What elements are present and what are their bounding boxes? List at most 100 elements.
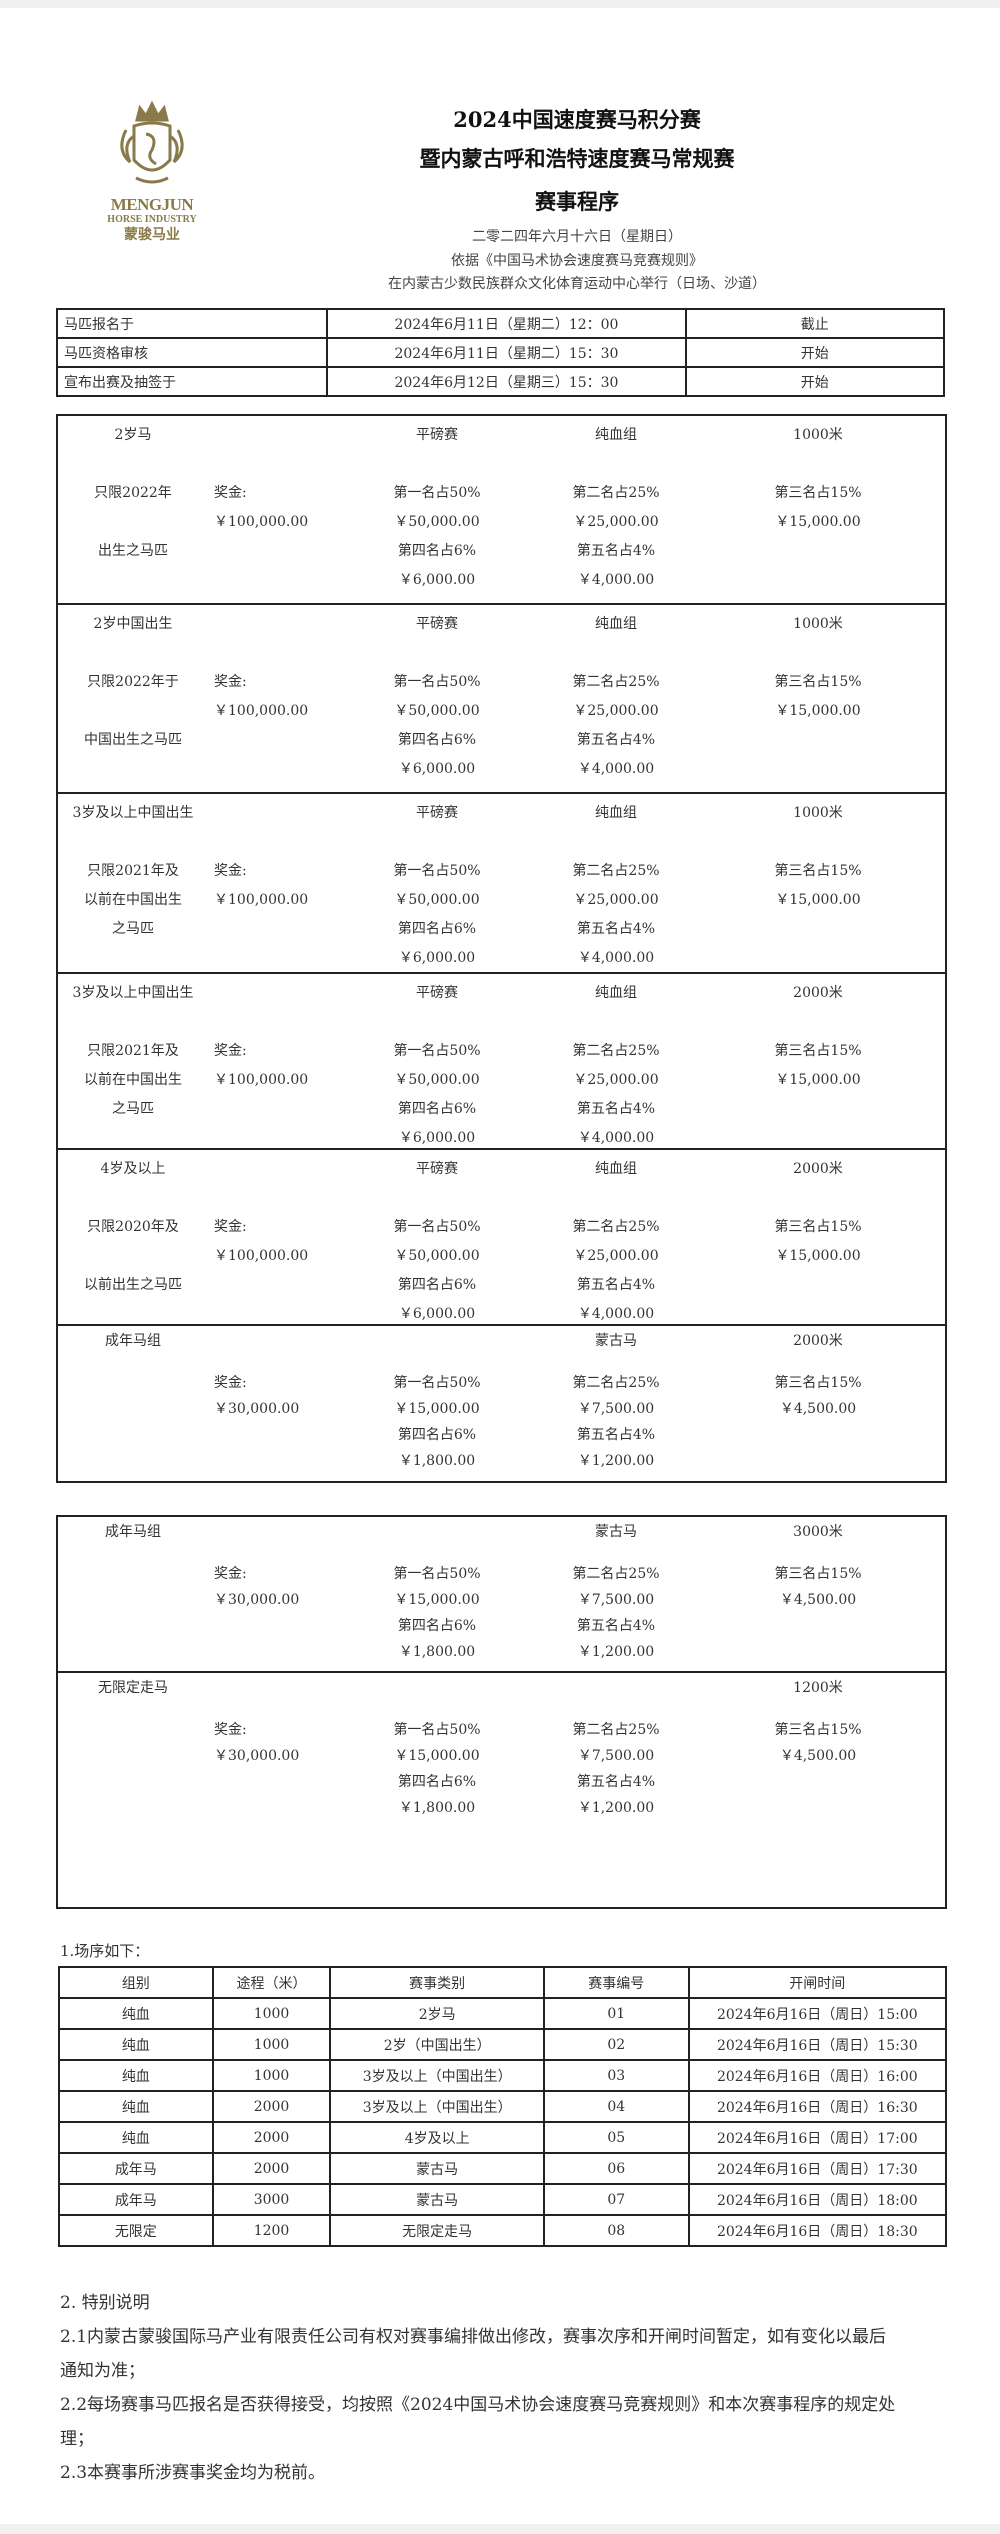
place-5-share: 第五名占4% bbox=[576, 543, 656, 559]
place-3-amount: ￥15,000.00 bbox=[775, 1072, 861, 1088]
race-block: 3岁及以上中国出生 平磅赛 纯血组 1000米 只限2021年及 以前在中国出生 之马匹 奖金… bbox=[58, 794, 945, 974]
race-block: 2岁马 平磅赛 纯血组 1000米 只限2022年 出生之马匹 奖金: ￥100,000.00… bbox=[58, 416, 945, 605]
prize-label: 奖金: bbox=[214, 1375, 247, 1391]
cell-start-time: 2024年6月16日（周日）16:30 bbox=[687, 2090, 948, 2123]
place-2-amount: ￥25,000.00 bbox=[573, 703, 659, 719]
place-3-share: 第三名占15% bbox=[774, 1043, 862, 1059]
race-desc: 以前出生之马匹 bbox=[84, 1277, 182, 1293]
place-5-share: 第五名占4% bbox=[576, 1774, 656, 1790]
place-4-amount: ￥6,000.00 bbox=[398, 572, 476, 588]
prize-label: 奖金: bbox=[214, 674, 247, 690]
table-row: 纯血 2000 4岁及以上 05 2024年6月16日（周日）17:00 bbox=[58, 2121, 948, 2154]
special-notes: 2. 特别说明 2.1内蒙古蒙骏国际马产业有限责任公司有权对赛事编排做出修改，赛… bbox=[60, 2286, 900, 2490]
place-2-share: 第二名占25% bbox=[572, 1043, 660, 1059]
place-4-share: 第四名占6% bbox=[397, 543, 477, 559]
prize-total: ￥30,000.00 bbox=[214, 1401, 300, 1417]
cell-number: 05 bbox=[542, 2121, 690, 2154]
place-5-amount: ￥1,200.00 bbox=[577, 1453, 655, 1469]
reg-item: 宣布出赛及抽签于 bbox=[55, 366, 329, 397]
cell-start-time: 2024年6月16日（周日）18:00 bbox=[687, 2183, 948, 2216]
race-name: 4岁及以上 bbox=[100, 1161, 166, 1177]
race-type: 平磅赛 bbox=[416, 805, 458, 821]
cell-category: 蒙古马 bbox=[329, 2183, 545, 2216]
place-2-share: 第二名占25% bbox=[572, 1566, 660, 1582]
place-1-share: 第一名占50% bbox=[393, 674, 481, 690]
cell-group: 无限定 bbox=[58, 2214, 214, 2247]
place-3-amount: ￥4,500.00 bbox=[779, 1748, 857, 1764]
prize-label: 奖金: bbox=[214, 1566, 247, 1582]
race-group: 蒙古马 bbox=[595, 1333, 637, 1349]
place-2-share: 第二名占25% bbox=[572, 1722, 660, 1738]
place-4-amount: ￥6,000.00 bbox=[398, 1130, 476, 1146]
place-3-share: 第三名占15% bbox=[774, 1219, 862, 1235]
page-bottom-border bbox=[0, 2524, 1000, 2534]
cell-number: 06 bbox=[542, 2152, 690, 2185]
race-distance: 1200米 bbox=[793, 1680, 843, 1696]
table-row: 成年马 2000 蒙古马 06 2024年6月16日（周日）17:30 bbox=[58, 2152, 948, 2185]
place-2-amount: ￥25,000.00 bbox=[573, 1248, 659, 1264]
place-4-share: 第四名占6% bbox=[397, 1618, 477, 1634]
mengjun-logo: MENGJUN HORSE INDUSTRY 蒙骏马业 bbox=[92, 100, 212, 250]
cell-category: 2岁马 bbox=[329, 1997, 545, 2030]
place-1-amount: ￥15,000.00 bbox=[394, 1592, 480, 1608]
note-item: 2.3本赛事所涉赛事奖金均为税前。 bbox=[60, 2463, 326, 2483]
place-2-share: 第二名占25% bbox=[572, 485, 660, 501]
cell-start-time: 2024年6月16日（周日）18:30 bbox=[687, 2214, 948, 2247]
cell-start-time: 2024年6月16日（周日）17:30 bbox=[687, 2152, 948, 2185]
race-distance: 1000米 bbox=[793, 805, 843, 821]
race-block: 2岁中国出生 平磅赛 纯血组 1000米 只限2022年于 中国出生之马匹 奖金: ￥100,… bbox=[58, 605, 945, 794]
place-5-share: 第五名占4% bbox=[576, 1427, 656, 1443]
table-row: 纯血 2000 3岁及以上（中国出生） 04 2024年6月16日（周日）16:30 bbox=[58, 2090, 948, 2123]
place-1-share: 第一名占50% bbox=[393, 1219, 481, 1235]
race-box-2: 成年马组 蒙古马 3000米 奖金: ￥30,000.00 第一名占50% ￥15,000.… bbox=[56, 1515, 947, 1909]
reg-item: 马匹报名于 bbox=[55, 308, 329, 339]
prize-total: ￥100,000.00 bbox=[214, 703, 309, 719]
race-desc: 以前在中国出生 bbox=[84, 1072, 182, 1088]
race-distance: 1000米 bbox=[793, 427, 843, 443]
venue: 在内蒙古少数民族群众文化体育运动中心举行（日场、沙道） bbox=[388, 276, 766, 292]
table-row: 无限定 1200 无限定走马 08 2024年6月16日（周日）18:30 bbox=[58, 2214, 948, 2247]
reg-time: 2024年6月11日（星期二）12：00 bbox=[326, 308, 687, 339]
prize-total: ￥100,000.00 bbox=[214, 1248, 309, 1264]
place-3-amount: ￥15,000.00 bbox=[775, 514, 861, 530]
place-4-share: 第四名占6% bbox=[397, 1101, 477, 1117]
place-4-amount: ￥6,000.00 bbox=[398, 761, 476, 777]
note-item: 2.2每场赛事马匹报名是否获得接受，均按照《2024中国马术协会速度赛马竞赛规则… bbox=[60, 2395, 896, 2449]
place-4-share: 第四名占6% bbox=[397, 732, 477, 748]
note-item: 2.1内蒙古蒙骏国际马产业有限责任公司有权对赛事编排做出修改，赛事次序和开闸时间… bbox=[60, 2327, 887, 2381]
race-group: 纯血组 bbox=[595, 805, 637, 821]
place-3-amount: ￥4,500.00 bbox=[779, 1592, 857, 1608]
race-name: 成年马组 bbox=[105, 1333, 161, 1349]
header-distance: 途程（米） bbox=[211, 1966, 332, 1999]
prize-total: ￥100,000.00 bbox=[214, 892, 309, 908]
prize-label: 奖金: bbox=[214, 863, 247, 879]
race-type: 平磅赛 bbox=[416, 1161, 458, 1177]
place-1-share: 第一名占50% bbox=[393, 1043, 481, 1059]
race-block: 3岁及以上中国出生 平磅赛 纯血组 2000米 只限2021年及 以前在中国出生 之马匹 奖金… bbox=[58, 974, 945, 1150]
place-1-amount: ￥50,000.00 bbox=[394, 703, 480, 719]
race-group: 纯血组 bbox=[595, 616, 637, 632]
cell-category: 4岁及以上 bbox=[329, 2121, 545, 2154]
race-name: 3岁及以上中国出生 bbox=[72, 805, 194, 821]
place-2-share: 第二名占25% bbox=[572, 1219, 660, 1235]
place-5-share: 第五名占4% bbox=[576, 732, 656, 748]
table-row: 纯血 1000 3岁及以上（中国出生） 03 2024年6月16日（周日）16:00 bbox=[58, 2059, 948, 2092]
place-4-amount: ￥1,800.00 bbox=[398, 1644, 476, 1660]
cell-number: 04 bbox=[542, 2090, 690, 2123]
place-5-share: 第五名占4% bbox=[576, 1101, 656, 1117]
place-4-share: 第四名占6% bbox=[397, 1277, 477, 1293]
place-1-share: 第一名占50% bbox=[393, 1722, 481, 1738]
cell-distance: 1200 bbox=[211, 2214, 332, 2247]
race-desc: 中国出生之马匹 bbox=[84, 732, 182, 748]
place-1-share: 第一名占50% bbox=[393, 863, 481, 879]
title-line-1: 2024中国速度赛马积分赛 bbox=[453, 107, 701, 132]
place-1-share: 第一名占50% bbox=[393, 1375, 481, 1391]
race-distance: 2000米 bbox=[793, 1161, 843, 1177]
place-3-amount: ￥15,000.00 bbox=[775, 892, 861, 908]
place-2-amount: ￥7,500.00 bbox=[577, 1748, 655, 1764]
cell-category: 蒙古马 bbox=[329, 2152, 545, 2185]
cell-group: 纯血 bbox=[58, 2059, 214, 2092]
table-row: 纯血 1000 2岁马 01 2024年6月16日（周日）15:00 bbox=[58, 1997, 948, 2030]
race-name: 3岁及以上中国出生 bbox=[72, 985, 194, 1001]
cell-distance: 3000 bbox=[211, 2183, 332, 2216]
